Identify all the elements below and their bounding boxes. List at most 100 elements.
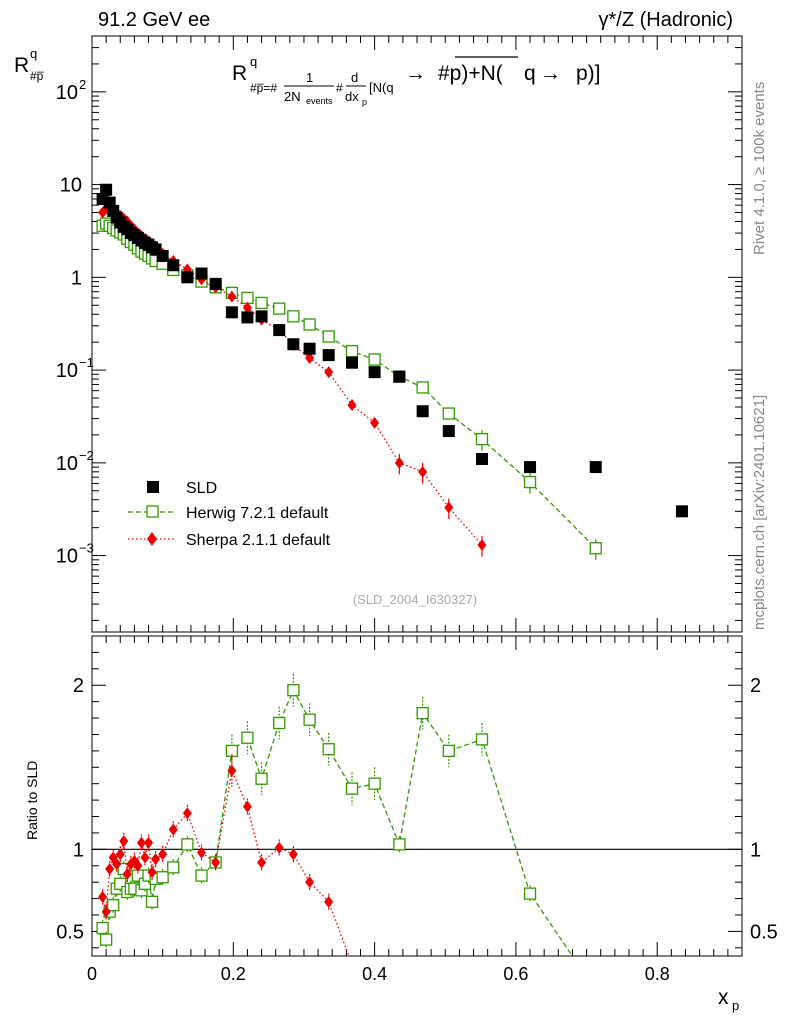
main-point-sld bbox=[589, 461, 602, 474]
ratio-series-herwig bbox=[96, 673, 573, 957]
ratio-point-herwig bbox=[241, 731, 254, 744]
ratio-point-sherpa bbox=[147, 866, 157, 879]
main-point-herwig bbox=[416, 381, 429, 394]
formula-frac1-den: 2N bbox=[284, 89, 301, 104]
ratio-point-herwig bbox=[345, 782, 359, 795]
ratio-x-tick-label: 0 bbox=[87, 964, 97, 984]
main-y-tick-label: 10 bbox=[56, 82, 78, 104]
main-y-tick-exponent: −3 bbox=[79, 541, 94, 556]
ratio-point-sherpa bbox=[257, 856, 267, 869]
ratio-point-herwig bbox=[303, 713, 316, 726]
ratio-point-sherpa bbox=[136, 836, 146, 849]
ratio-point-sherpa bbox=[197, 846, 207, 859]
main-point-sld bbox=[675, 505, 688, 518]
analysis-watermark: (SLD_2004_I630327) bbox=[353, 592, 477, 607]
main-point-sld bbox=[322, 349, 335, 362]
ratio-y-tick-label-right: 1 bbox=[750, 839, 761, 861]
ratio-point-herwig bbox=[181, 838, 194, 851]
main-y-tick-exponent: 2 bbox=[79, 77, 86, 92]
main-point-sld bbox=[209, 277, 222, 290]
ratio-point-sherpa bbox=[158, 848, 168, 861]
formula-arrow1: → bbox=[405, 62, 426, 85]
formula-frac2-den-sub: p bbox=[362, 97, 367, 107]
formula-arrow2: → bbox=[540, 62, 561, 85]
ratio-point-sherpa bbox=[274, 841, 284, 854]
main-point-sld bbox=[273, 324, 286, 337]
ratio-point-sherpa bbox=[119, 835, 129, 848]
ratio-point-herwig bbox=[442, 744, 455, 758]
formula-lhs-sup: q bbox=[250, 54, 257, 69]
ratio-point-sherpa bbox=[98, 890, 108, 903]
main-point-sherpa bbox=[370, 416, 380, 429]
ratio-y-tick-label: 2 bbox=[73, 675, 84, 697]
main-y-tick-label: 10 bbox=[60, 175, 82, 197]
main-point-sld bbox=[241, 311, 254, 324]
ratio-point-sherpa bbox=[112, 858, 122, 871]
main-point-sld bbox=[167, 259, 180, 272]
x-axis-label-sub: p bbox=[732, 998, 739, 1013]
rivet-label: Rivet 4.1.0, ≥ 100k events bbox=[751, 82, 768, 255]
main-series-sld bbox=[96, 183, 688, 518]
legend-label-sherpa: Sherpa 2.1.1 default bbox=[186, 532, 331, 549]
main-ylabel-sub: #p̅ bbox=[30, 69, 44, 83]
ratio-point-sherpa bbox=[105, 863, 115, 876]
main-point-sld bbox=[416, 405, 429, 418]
main-point-sld bbox=[524, 461, 537, 474]
main-point-sld bbox=[393, 370, 406, 383]
ratio-point-herwig bbox=[287, 684, 300, 697]
main-point-herwig bbox=[475, 433, 489, 446]
ratio-point-herwig bbox=[255, 772, 268, 785]
main-point-herwig bbox=[255, 296, 268, 310]
formula-frac2-num: d bbox=[351, 70, 358, 85]
main-point-sherpa bbox=[242, 301, 252, 314]
formula-frac1-den-sub: events bbox=[306, 96, 333, 106]
main-point-sherpa bbox=[324, 366, 334, 379]
ratio-point-herwig bbox=[322, 743, 335, 756]
ratio-point-sherpa bbox=[305, 876, 315, 889]
main-point-sld bbox=[346, 356, 358, 369]
x-axis-label: x bbox=[718, 986, 729, 1009]
ratio-point-herwig bbox=[416, 706, 429, 720]
energy-label: 91.2 GeV ee bbox=[98, 9, 210, 31]
main-point-herwig bbox=[345, 345, 359, 358]
ratio-x-tick-label: 0.2 bbox=[221, 964, 246, 984]
main-point-sherpa bbox=[477, 539, 487, 552]
ratio-point-herwig bbox=[475, 733, 489, 746]
main-point-sherpa bbox=[444, 501, 454, 514]
formula-frac2-den: dx bbox=[345, 89, 359, 104]
ratio-x-tick-label: 0.8 bbox=[645, 964, 670, 984]
ratio-point-sherpa bbox=[227, 764, 237, 777]
ratio-point-herwig bbox=[393, 838, 406, 851]
formula-frac1-num: 1 bbox=[306, 70, 313, 85]
ratio-point-herwig bbox=[195, 869, 208, 882]
main-y-tick-label: 1 bbox=[71, 267, 82, 289]
main-point-sld bbox=[195, 267, 208, 280]
ratio-point-herwig bbox=[273, 716, 286, 730]
ratio-point-herwig bbox=[107, 898, 120, 912]
formula-lhs: R bbox=[232, 62, 247, 85]
formula-lhs-sub: #p̅=# bbox=[250, 81, 277, 95]
ratio-axes: 0 0.2 0.4 0.6 0.8 0.5 0.5 1 1 2 2 bbox=[56, 635, 778, 984]
main-point-sld bbox=[442, 425, 455, 438]
main-point-sherpa bbox=[305, 351, 315, 364]
main-point-herwig bbox=[523, 475, 537, 489]
main-point-sherpa bbox=[347, 399, 357, 412]
ratio-point-herwig bbox=[368, 777, 381, 790]
main-y-tick-exponent: −2 bbox=[79, 448, 94, 463]
main-ylabel-sup: q bbox=[30, 46, 37, 61]
ratio-point-sherpa bbox=[122, 867, 132, 880]
main-point-sld bbox=[287, 338, 300, 351]
main-point-sherpa bbox=[394, 456, 404, 469]
formula-mid: # bbox=[336, 81, 343, 95]
formula-q: q bbox=[524, 62, 536, 85]
ratio-y-axis-label: Ratio to SLD bbox=[24, 761, 40, 840]
main-point-herwig bbox=[273, 302, 286, 315]
ratio-point-sherpa bbox=[144, 836, 154, 849]
ratio-point-herwig bbox=[523, 887, 537, 900]
main-y-tick-label: 10 bbox=[56, 360, 78, 382]
formula-bracket: [N(q bbox=[369, 80, 394, 95]
main-point-sld bbox=[156, 249, 169, 262]
main-point-herwig bbox=[287, 310, 300, 323]
main-point-sld bbox=[255, 310, 268, 323]
formula-label: R q #p̅=# 1 2N events # d dx p [N(q → #p… bbox=[232, 54, 601, 107]
